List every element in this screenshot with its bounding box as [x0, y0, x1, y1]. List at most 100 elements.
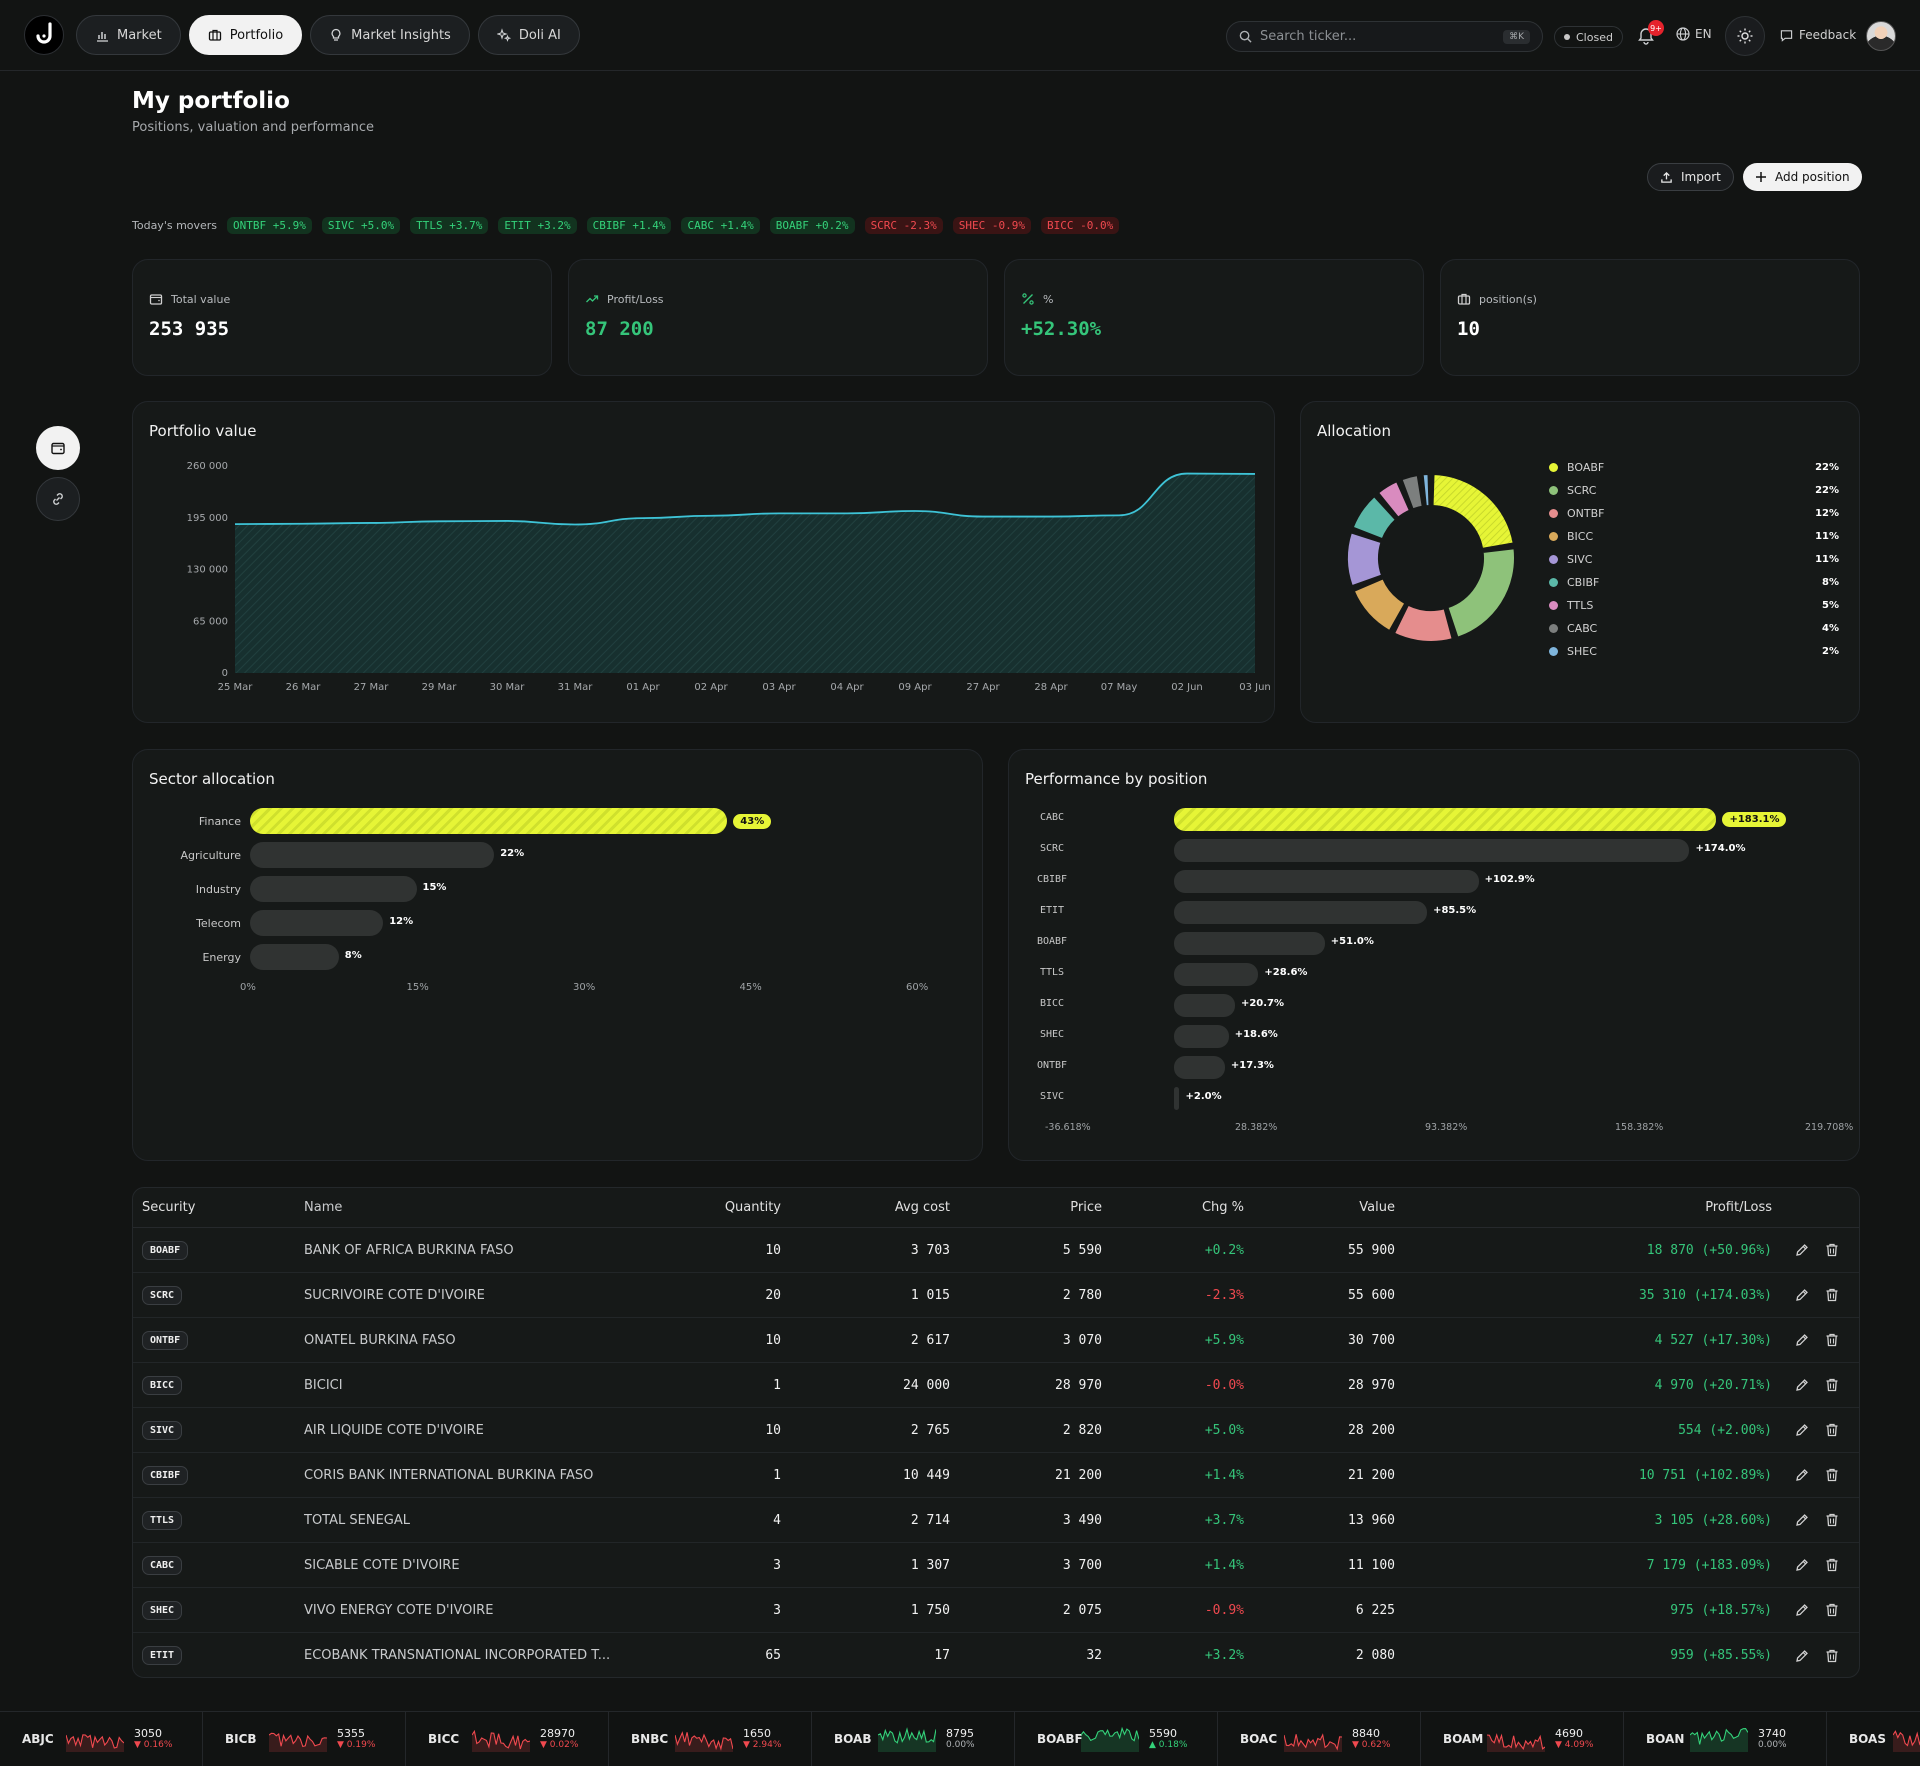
nav-tab-market[interactable]: Market: [76, 15, 181, 55]
trash-icon[interactable]: [1824, 1467, 1840, 1483]
mover-chip[interactable]: BOABF +0.2%: [769, 216, 855, 234]
allocation-slice-bicc[interactable]: [1352, 577, 1407, 633]
performance-bar[interactable]: [1173, 808, 1717, 831]
nav-tab-portfolio[interactable]: Portfolio: [188, 15, 303, 55]
data-point[interactable]: [574, 523, 576, 525]
data-point[interactable]: [1118, 514, 1120, 516]
performance-bar[interactable]: [1173, 839, 1690, 862]
mover-chip[interactable]: SCRC -2.3%: [864, 216, 943, 234]
sector-bar[interactable]: [250, 910, 384, 936]
data-point[interactable]: [982, 515, 984, 517]
theme-toggle-button[interactable]: [1725, 16, 1765, 56]
performance-bar[interactable]: [1173, 932, 1325, 955]
ticker-tag[interactable]: ETIT: [142, 1646, 183, 1665]
edit-icon[interactable]: [1794, 1557, 1810, 1573]
mover-chip[interactable]: ONTBF +5.9%: [227, 216, 312, 234]
trash-icon[interactable]: [1824, 1557, 1840, 1573]
performance-bar[interactable]: [1173, 994, 1235, 1017]
mover-chip[interactable]: ETIT +3.2%: [498, 216, 577, 234]
ticker-tag[interactable]: CBIBF: [142, 1465, 189, 1485]
performance-bar[interactable]: [1173, 901, 1428, 924]
tape-item[interactable]: BNBC 1650 ▼ 2.94%: [609, 1712, 812, 1766]
ticker-tag[interactable]: SHEC: [142, 1600, 183, 1620]
allocation-slice-cabc[interactable]: [1400, 474, 1424, 511]
trash-icon[interactable]: [1824, 1648, 1840, 1664]
trash-icon[interactable]: [1824, 1287, 1840, 1303]
ticker-tag[interactable]: BICC: [142, 1375, 183, 1395]
data-point[interactable]: [710, 515, 712, 517]
col-price[interactable]: Price: [1070, 1200, 1102, 1215]
col-quantity[interactable]: Quantity: [724, 1200, 781, 1215]
data-point[interactable]: [1254, 473, 1256, 475]
mover-chip[interactable]: SHEC -0.9%: [952, 216, 1032, 234]
allocation-slice-sivc[interactable]: [1346, 531, 1384, 588]
table-row[interactable]: SHEC VIVO ENERGY COTE D'IVOIRE 3 1 750 2 075…: [133, 1588, 1859, 1633]
table-row[interactable]: CABC SICABLE COTE D'IVOIRE 3 1 307 3 700 +1.4…: [133, 1543, 1859, 1588]
tape-item[interactable]: BOAM 4690 ▼ 4.09%: [1421, 1712, 1624, 1766]
performance-bar[interactable]: [1173, 1056, 1225, 1079]
ticker-tag[interactable]: ONTBF: [142, 1330, 189, 1350]
trash-icon[interactable]: [1824, 1422, 1840, 1438]
ticker-tag[interactable]: CABC: [142, 1555, 183, 1575]
allocation-slice-cbibf[interactable]: [1351, 495, 1397, 541]
performance-bar[interactable]: [1173, 963, 1259, 986]
app-logo[interactable]: [24, 15, 64, 55]
nav-tab-doli-ai[interactable]: Doli AI: [477, 15, 580, 55]
rail-links-button[interactable]: [36, 477, 80, 521]
table-row[interactable]: CBIBF CORIS BANK INTERNATIONAL BURKINA FA…: [133, 1453, 1859, 1498]
sector-bar[interactable]: [250, 842, 495, 868]
edit-icon[interactable]: [1794, 1467, 1810, 1483]
tape-item[interactable]: BOABF 5590 ▲ 0.18%: [1015, 1712, 1218, 1766]
nav-tab-market-insights[interactable]: Market Insights: [310, 15, 470, 55]
col-security[interactable]: Security: [142, 1200, 196, 1215]
col-profit-loss[interactable]: Profit/Loss: [1705, 1200, 1772, 1215]
edit-icon[interactable]: [1794, 1242, 1810, 1258]
user-avatar[interactable]: [1866, 21, 1896, 51]
tape-item[interactable]: BOAC 8840 ▼ 0.62%: [1218, 1712, 1421, 1766]
add-position-button[interactable]: Add position: [1743, 163, 1862, 191]
table-row[interactable]: ONTBF ONATEL BURKINA FASO 10 2 617 3 070 +5.9…: [133, 1318, 1859, 1363]
import-button[interactable]: Import: [1647, 163, 1734, 191]
edit-icon[interactable]: [1794, 1648, 1810, 1664]
sector-bar[interactable]: [250, 808, 728, 834]
data-point[interactable]: [914, 510, 916, 512]
sector-bar[interactable]: [250, 944, 339, 970]
trash-icon[interactable]: [1824, 1242, 1840, 1258]
ticker-tag[interactable]: TTLS: [142, 1510, 183, 1530]
tape-item[interactable]: BICC 28970 ▼ 0.02%: [406, 1712, 609, 1766]
edit-icon[interactable]: [1794, 1422, 1810, 1438]
table-row[interactable]: BOABF BANK OF AFRICA BURKINA FASO 10 3 703 5…: [133, 1228, 1859, 1273]
performance-bar[interactable]: [1173, 870, 1479, 893]
edit-icon[interactable]: [1794, 1602, 1810, 1618]
search-input[interactable]: Search ticker... ⌘K: [1226, 21, 1543, 52]
mover-chip[interactable]: SIVC +5.0%: [321, 216, 401, 234]
data-point[interactable]: [778, 512, 780, 514]
data-point[interactable]: [642, 517, 644, 519]
allocation-slice-boabf[interactable]: [1431, 473, 1515, 550]
col-value[interactable]: Value: [1359, 1200, 1395, 1215]
mover-chip[interactable]: CABC +1.4%: [681, 216, 760, 234]
table-row[interactable]: ETIT ECOBANK TRANSNATIONAL INCORPORATED T…: [133, 1633, 1859, 1677]
trash-icon[interactable]: [1824, 1377, 1840, 1393]
data-point[interactable]: [1186, 472, 1188, 474]
data-point[interactable]: [846, 512, 848, 514]
edit-icon[interactable]: [1794, 1377, 1810, 1393]
tape-item[interactable]: BOAS: [1827, 1712, 1920, 1766]
allocation-slice-shec[interactable]: [1421, 473, 1431, 508]
trash-icon[interactable]: [1824, 1332, 1840, 1348]
table-row[interactable]: TTLS TOTAL SENEGAL 4 2 714 3 490 +3.7% 13 960 3…: [133, 1498, 1859, 1543]
edit-icon[interactable]: [1794, 1332, 1810, 1348]
language-switcher[interactable]: EN: [1676, 27, 1712, 41]
mover-chip[interactable]: BICC -0.0%: [1041, 216, 1120, 234]
tape-item[interactable]: ABJC 3050 ▼ 0.16%: [0, 1712, 203, 1766]
col-change[interactable]: Chg %: [1201, 1200, 1244, 1215]
tape-item[interactable]: BICB 5355 ▼ 0.19%: [203, 1712, 406, 1766]
data-point[interactable]: [506, 520, 508, 522]
mover-chip[interactable]: TTLS +3.7%: [410, 216, 489, 234]
tape-item[interactable]: BOAN 3740 0.00%: [1624, 1712, 1827, 1766]
table-row[interactable]: BICC BICICI 1 24 000 28 970 -0.0% 28 970 4 970 …: [133, 1363, 1859, 1408]
table-row[interactable]: SCRC SUCRIVOIRE COTE D'IVOIRE 20 1 015 2 780…: [133, 1273, 1859, 1318]
trash-icon[interactable]: [1824, 1512, 1840, 1528]
trash-icon[interactable]: [1824, 1602, 1840, 1618]
mover-chip[interactable]: CBIBF +1.4%: [586, 216, 672, 234]
